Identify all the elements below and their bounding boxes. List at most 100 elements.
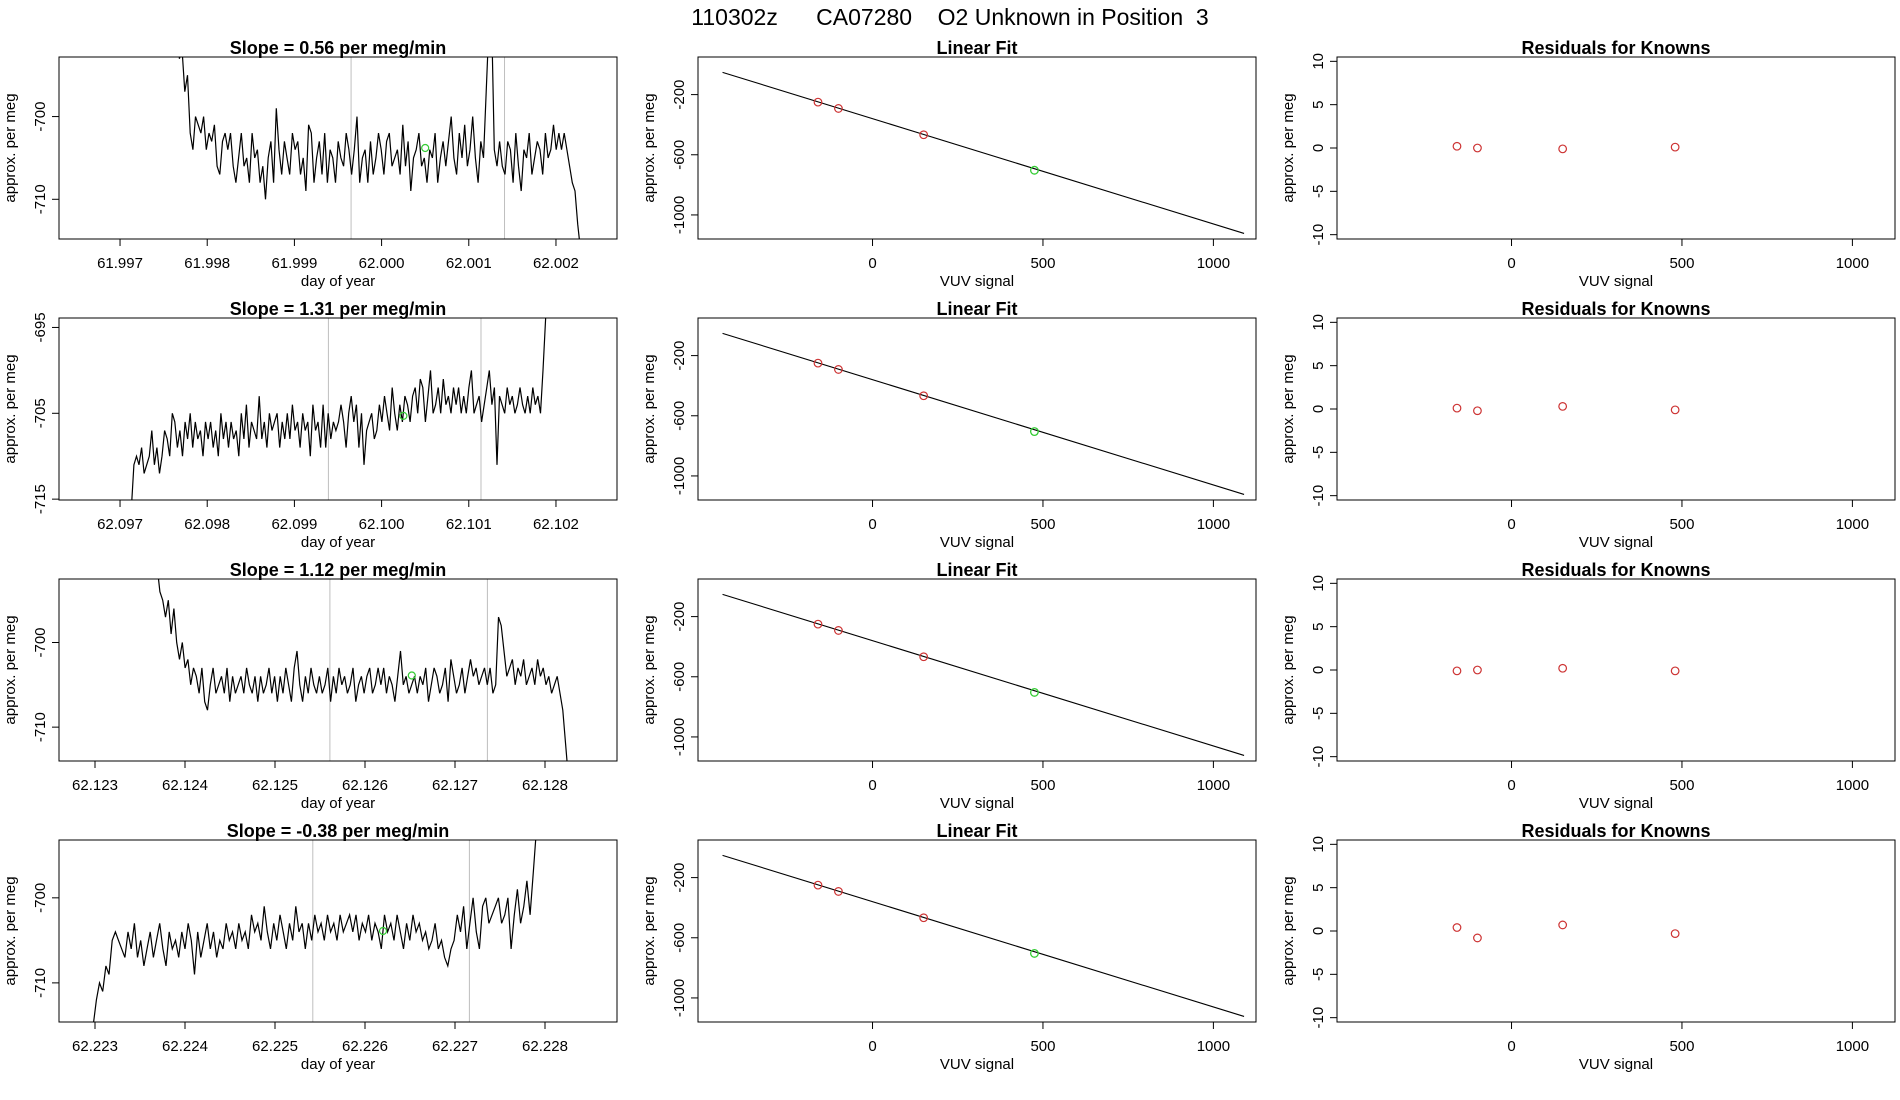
x-axis-label: VUV signal: [1579, 1056, 1653, 1073]
y-tick-label: -710: [32, 712, 49, 742]
y-tick-label: -600: [671, 401, 688, 431]
x-tick-label: 62.226: [342, 1038, 388, 1055]
residual-point: [1670, 405, 1680, 415]
x-tick-label: 1000: [1836, 255, 1869, 272]
x-tick-label: 500: [1669, 516, 1694, 533]
x-tick-label: 0: [868, 777, 876, 794]
y-tick-label: -700: [32, 102, 49, 132]
plot-frame: [58, 317, 618, 501]
residual-point: [1452, 666, 1462, 676]
residual-point: [1558, 920, 1568, 930]
x-tick-label: 62.000: [359, 255, 405, 272]
fit-line: [722, 332, 1245, 495]
figure-title: 110302z CA07280 O2 Unknown in Position 3: [691, 4, 1209, 30]
x-tick-label: 61.999: [271, 255, 317, 272]
y-axis-label: approx. per meg: [2, 615, 19, 724]
y-tick-label: -695: [32, 312, 49, 342]
panel-linear-fit-3: Linear Fit 0 500 1000 VUV signal -200 -600 -100…: [641, 560, 1257, 812]
y-tick-label: -1000: [671, 196, 688, 234]
y-axis-label: approx. per meg: [641, 615, 658, 724]
plot-frame: [58, 839, 618, 1023]
residual-point: [1670, 929, 1680, 938]
y-axis-label: approx. per meg: [1280, 615, 1297, 724]
y-tick-label: -600: [671, 662, 688, 692]
plot-frame: [697, 578, 1257, 762]
y-axis-label: approx. per meg: [1280, 876, 1297, 985]
residual-point: [1558, 144, 1568, 154]
x-tick-label: 62.097: [97, 516, 143, 533]
y-tick-label: -1000: [671, 718, 688, 756]
residual-point: [1473, 143, 1482, 153]
y-tick-label: -200: [671, 80, 688, 110]
x-tick-label: 500: [1030, 1038, 1055, 1055]
panel-linear-fit-2: Linear Fit 0 500 1000 VUV signal -200 -600 -100…: [641, 299, 1257, 551]
unknown-point: [1029, 165, 1039, 175]
y-tick-label: 10: [1310, 836, 1327, 853]
known-point: [919, 652, 929, 662]
plot-frame: [1336, 56, 1896, 240]
x-axis-label: VUV signal: [1579, 534, 1653, 551]
x-axis-label: VUV signal: [940, 795, 1014, 812]
x-tick-label: 500: [1030, 777, 1055, 794]
y-tick-label: -1000: [671, 979, 688, 1017]
x-tick-label: 1000: [1836, 516, 1869, 533]
panel-title: Slope = 0.56 per meg/min: [230, 38, 447, 58]
panel-title: Linear Fit: [936, 299, 1017, 319]
y-axis-label: approx. per meg: [1280, 93, 1297, 202]
y-tick-label: 10: [1310, 314, 1327, 331]
panel-time-series-1: Slope = 0.56 per meg/min 61.997 61.998 61.9…: [2, 38, 618, 290]
plot-area: [722, 854, 1245, 1017]
x-tick-label: 62.124: [162, 777, 208, 794]
x-tick-label: 62.224: [162, 1038, 208, 1055]
x-axis-label: VUV signal: [940, 1056, 1014, 1073]
y-tick-label: -10: [1310, 224, 1327, 246]
y-tick-label: -5: [1310, 707, 1327, 720]
y-tick-label: -700: [32, 627, 49, 657]
panel-linear-fit-1: Linear Fit 0 500 1000 VUV signal -200 -600 -100…: [641, 38, 1257, 290]
known-point: [834, 104, 843, 113]
x-tick-label: 62.123: [72, 777, 118, 794]
y-tick-label: 0: [1310, 144, 1327, 152]
x-tick-label: 1000: [1197, 777, 1230, 794]
x-tick-label: 0: [868, 255, 876, 272]
x-tick-label: 500: [1030, 516, 1055, 533]
plot-area: [1452, 920, 1680, 943]
fit-line: [722, 593, 1245, 756]
signal-trace: [157, 579, 568, 761]
known-point: [813, 97, 823, 107]
signal-trace: [131, 318, 547, 500]
y-axis-label: approx. per meg: [2, 354, 19, 463]
plot-frame: [697, 56, 1257, 240]
plot-area: [722, 332, 1245, 495]
panel-residuals-2: Residuals for Knowns 0 500 1000 VUV signal 10…: [1280, 299, 1896, 551]
x-tick-label: 62.225: [252, 1038, 298, 1055]
plot-area: [1452, 402, 1680, 416]
x-axis-label: day of year: [301, 534, 375, 551]
known-point: [919, 130, 929, 140]
plot-frame: [697, 317, 1257, 501]
panel-title: Residuals for Knowns: [1521, 38, 1710, 58]
residual-point: [1670, 142, 1680, 152]
unknown-mean-point: [407, 671, 416, 680]
residual-point: [1452, 403, 1462, 413]
y-tick-label: 0: [1310, 927, 1327, 935]
panel-time-series-4: Slope = -0.38 per meg/min 62.223 62.224 62.…: [2, 821, 618, 1073]
plot-area: [722, 593, 1245, 756]
residual-point: [1558, 663, 1568, 673]
x-tick-label: 500: [1669, 777, 1694, 794]
plot-area: [1452, 663, 1680, 676]
x-tick-label: 62.223: [72, 1038, 118, 1055]
y-tick-label: 0: [1310, 405, 1327, 413]
x-tick-label: 62.100: [359, 516, 405, 533]
known-point: [813, 880, 823, 890]
y-tick-label: 0: [1310, 666, 1327, 674]
x-tick-label: 62.228: [522, 1038, 568, 1055]
y-tick-label: -600: [671, 923, 688, 953]
plot-area: [131, 318, 547, 500]
residual-point: [1473, 665, 1482, 675]
y-axis-label: approx. per meg: [641, 93, 658, 202]
x-tick-label: 61.998: [184, 255, 230, 272]
panel-title: Linear Fit: [936, 821, 1017, 841]
y-tick-label: -200: [671, 341, 688, 371]
